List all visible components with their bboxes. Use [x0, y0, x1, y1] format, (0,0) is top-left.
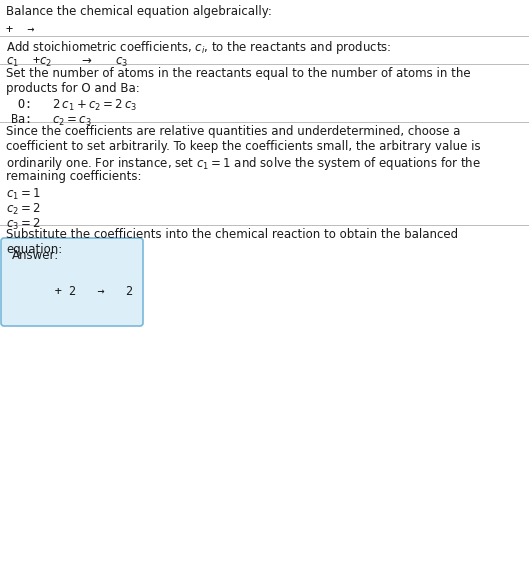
- Text: products for O and Ba:: products for O and Ba:: [6, 82, 140, 95]
- Text: Since the coefficients are relative quantities and underdetermined, choose a: Since the coefficients are relative quan…: [6, 125, 460, 138]
- Text: Set the number of atoms in the reactants equal to the number of atoms in the: Set the number of atoms in the reactants…: [6, 67, 471, 80]
- Text: $c_1$  +$c_2$    $\rightarrow$   $c_3$: $c_1$ +$c_2$ $\rightarrow$ $c_3$: [6, 56, 128, 69]
- Text: Ba:   $c_2 = c_3$: Ba: $c_2 = c_3$: [10, 113, 92, 128]
- Text: + 2   →   2: + 2 → 2: [12, 285, 133, 298]
- Text: +  →: + →: [6, 23, 34, 36]
- FancyBboxPatch shape: [1, 238, 143, 326]
- Text: remaining coefficients:: remaining coefficients:: [6, 170, 141, 183]
- Text: O:   $2\,c_1 + c_2 = 2\,c_3$: O: $2\,c_1 + c_2 = 2\,c_3$: [10, 98, 137, 113]
- Text: equation:: equation:: [6, 243, 62, 256]
- Text: ordinarily one. For instance, set $c_1 = 1$ and solve the system of equations fo: ordinarily one. For instance, set $c_1 =…: [6, 155, 481, 172]
- Text: Answer:: Answer:: [12, 249, 59, 262]
- Text: $c_3 = 2$: $c_3 = 2$: [6, 217, 41, 232]
- Text: Balance the chemical equation algebraically:: Balance the chemical equation algebraica…: [6, 5, 272, 18]
- Text: Add stoichiometric coefficients, $c_i$, to the reactants and products:: Add stoichiometric coefficients, $c_i$, …: [6, 39, 391, 56]
- Text: Substitute the coefficients into the chemical reaction to obtain the balanced: Substitute the coefficients into the che…: [6, 228, 458, 241]
- Text: coefficient to set arbitrarily. To keep the coefficients small, the arbitrary va: coefficient to set arbitrarily. To keep …: [6, 140, 481, 153]
- Text: $c_2 = 2$: $c_2 = 2$: [6, 202, 41, 217]
- Text: $c_1 = 1$: $c_1 = 1$: [6, 187, 41, 202]
